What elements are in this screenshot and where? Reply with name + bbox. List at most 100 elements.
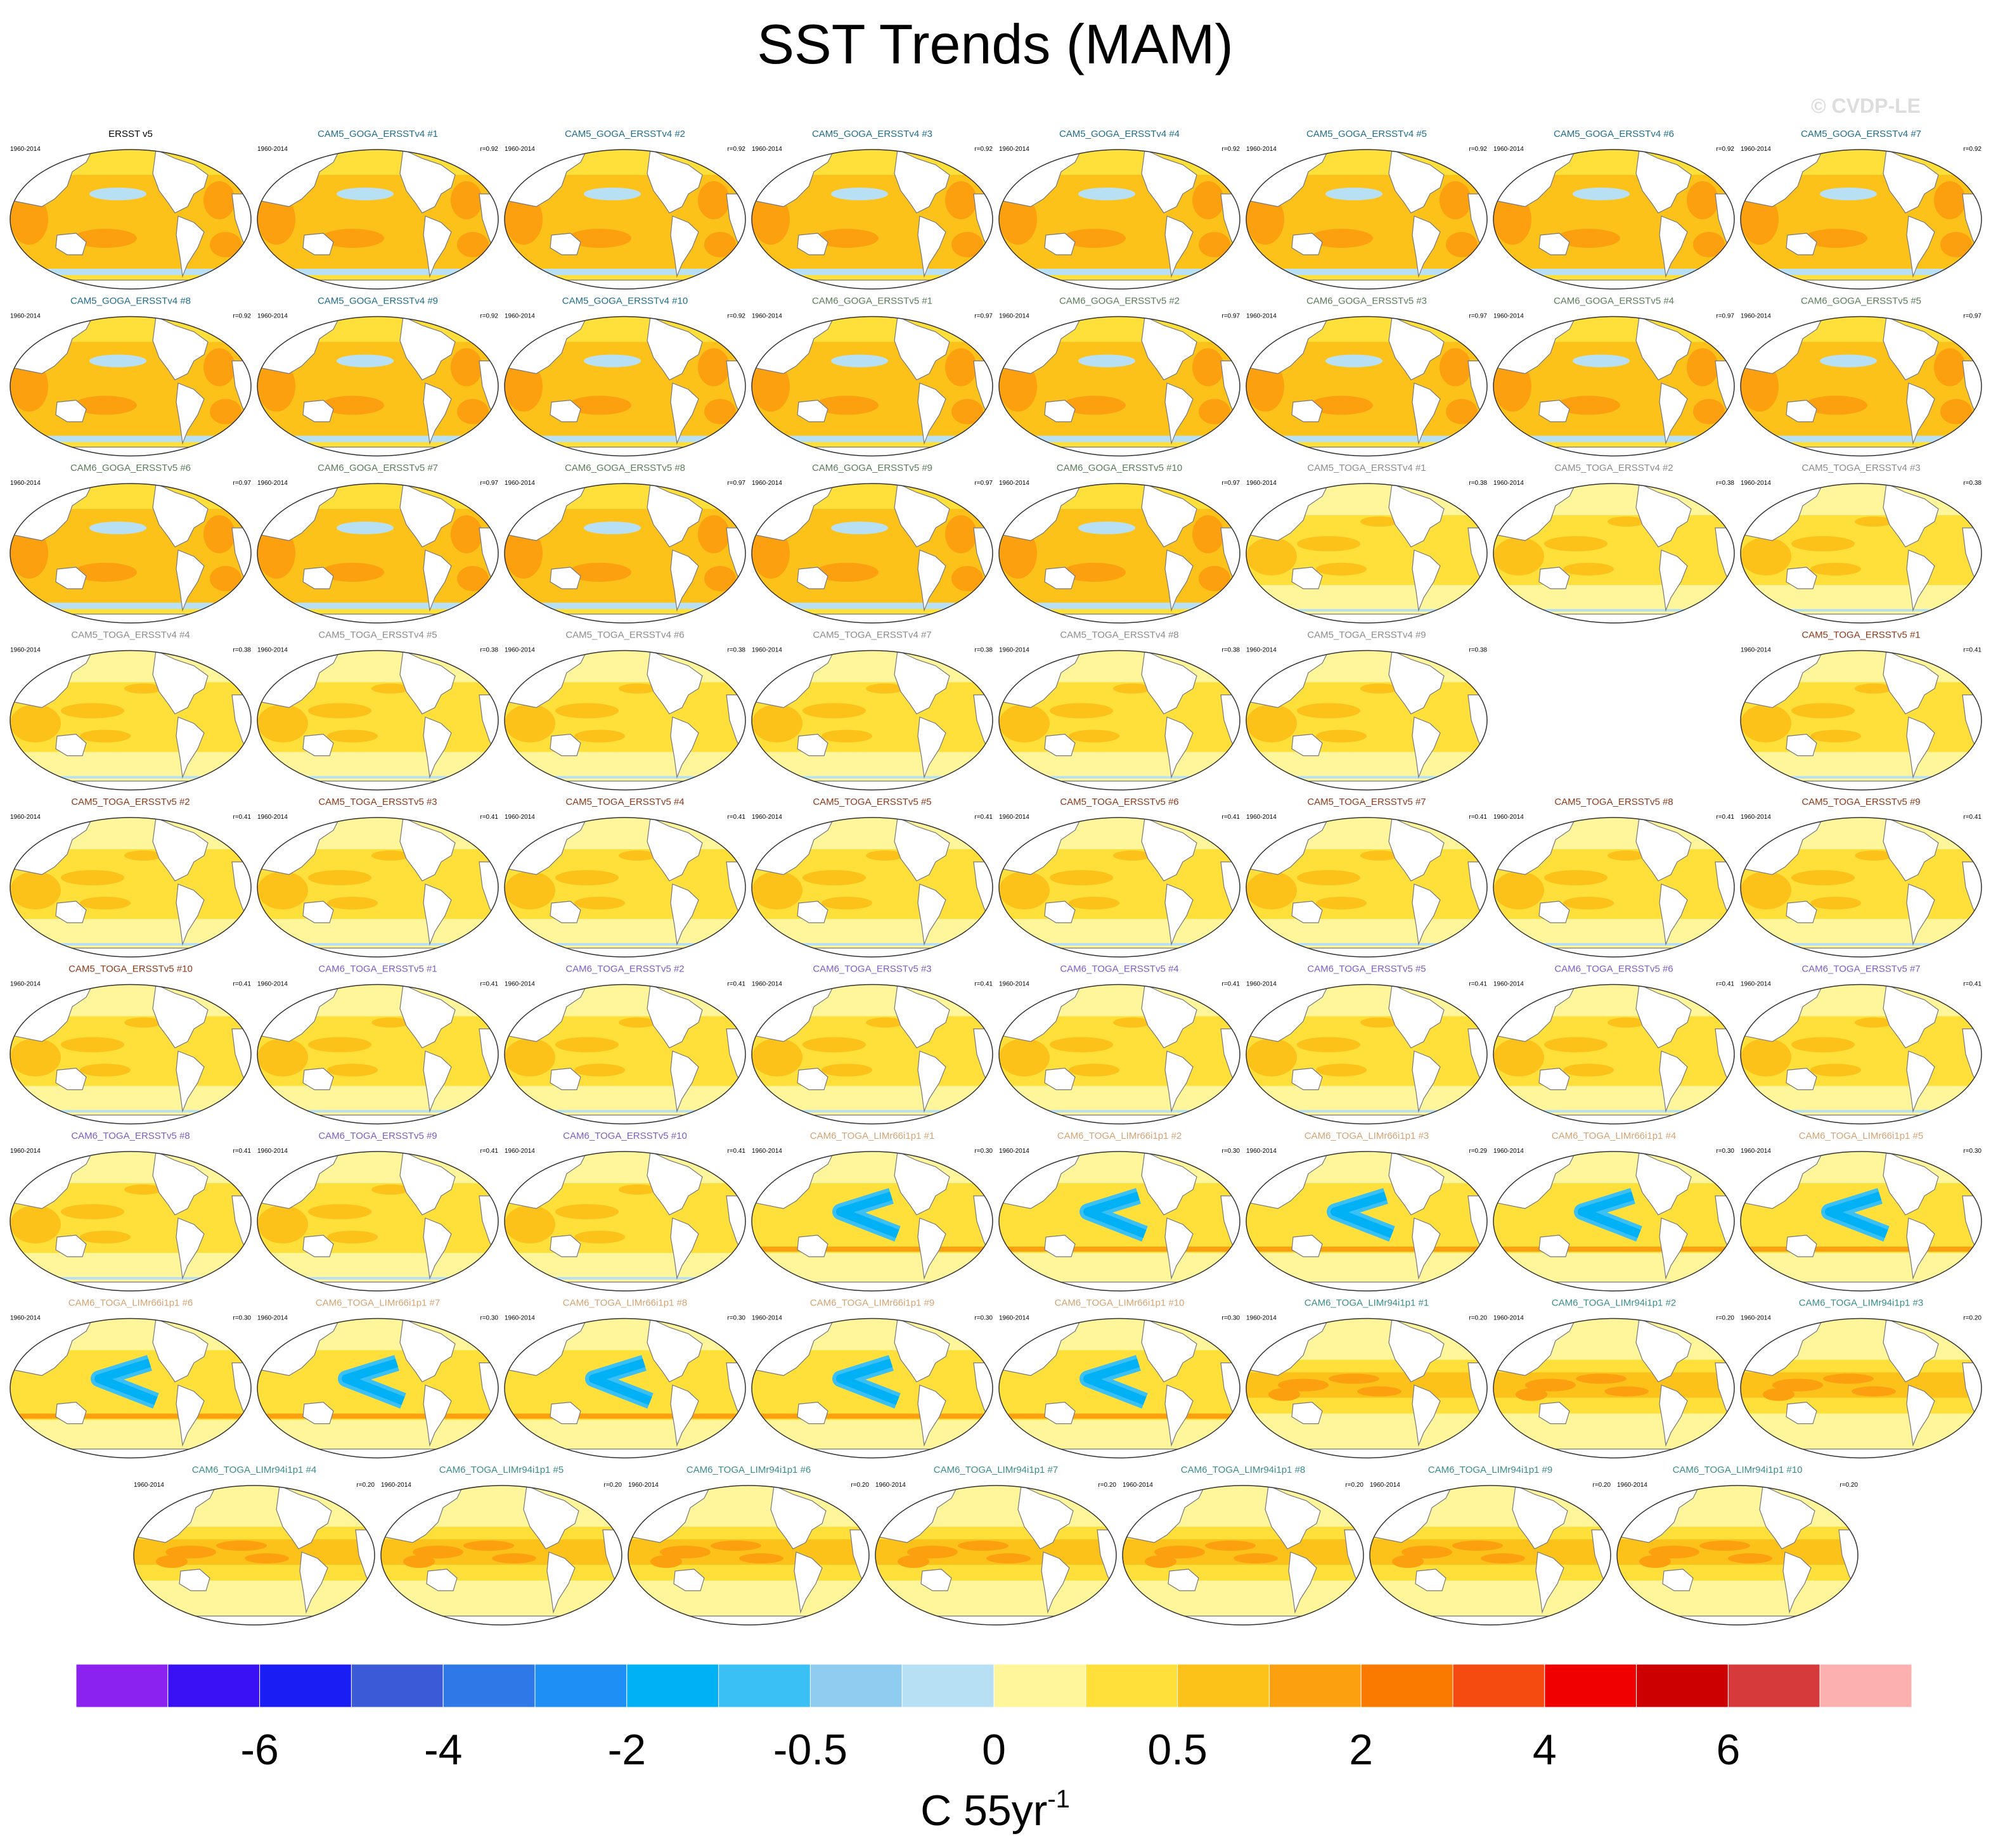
sst-field <box>1310 395 1373 415</box>
sst-field <box>505 704 555 743</box>
sst-field <box>945 181 977 219</box>
land <box>176 716 205 779</box>
panel-title: CAM6_TOGA_LIMr94i1p1 #8 <box>1181 1465 1306 1475</box>
land <box>1883 484 1939 548</box>
panel-period: 1960-2014 <box>1246 146 1277 153</box>
sst-field <box>802 870 866 885</box>
panel-title: CAM6_GOGA_ERSSTv5 #9 <box>812 463 932 473</box>
land <box>1246 947 1487 957</box>
sst-field <box>1401 1546 1452 1558</box>
map-panel: CAM6_TOGA_ERSSTv5 #2 1960-2014 r=0.41 <box>504 964 746 1125</box>
sst-field <box>1493 194 1531 245</box>
sst-field <box>213 318 226 334</box>
land <box>917 1384 946 1447</box>
sst-field <box>1083 1358 1147 1406</box>
map-panel: CAM5_TOGA_ERSSTv4 #3 1960-2014 r=0.38 <box>1740 463 1982 624</box>
map <box>257 984 499 1125</box>
map-field <box>752 1318 993 1458</box>
map-panel: CAM6_GOGA_ERSSTv5 #1 1960-2014 r=0.97 <box>751 296 993 457</box>
map <box>998 1318 1240 1459</box>
sst-field <box>1699 1541 1750 1551</box>
map-panel: CAM5_GOGA_ERSSTv4 #8 1960-2014 r=0.92 <box>10 296 252 457</box>
land <box>752 279 993 289</box>
panel-title: CAM6_GOGA_ERSSTv5 #8 <box>565 463 685 473</box>
sst-field <box>704 232 736 257</box>
map-panel: CAM6_TOGA_LIMr94i1p1 #7 1960-2014 r=0.20 <box>875 1465 1117 1626</box>
map-border <box>504 149 746 290</box>
panel-title: CAM5_TOGA_ERSSTv5 #9 <box>1801 797 1920 807</box>
panel-period: 1960-2014 <box>505 480 535 487</box>
sst-field <box>1576 1373 1627 1384</box>
map-border <box>257 650 499 791</box>
sst-field <box>257 194 295 245</box>
panel-correlation: r=0.92 <box>480 313 498 320</box>
map-panel: CAM5_TOGA_ERSSTv5 #9 1960-2014 r=0.41 <box>1740 797 1982 958</box>
sst-field <box>505 435 745 442</box>
sst-field <box>707 151 720 167</box>
sst-field <box>210 232 242 257</box>
sst-field <box>1696 151 1709 167</box>
land <box>999 613 1240 623</box>
panel-period: 1960-2014 <box>10 814 41 821</box>
map-panel: CAM6_TOGA_LIMr66i1p1 #1 1960-2014 r=0.30 <box>751 1131 993 1292</box>
land <box>794 1551 823 1614</box>
map-border <box>998 1318 1240 1459</box>
sst-field <box>505 1038 555 1077</box>
land <box>423 883 452 946</box>
sst-field <box>1741 1110 1981 1113</box>
map-border <box>1740 984 1982 1125</box>
panel-period: 1960-2014 <box>1741 313 1771 320</box>
sst-field <box>156 1555 188 1568</box>
sst-field <box>1154 1546 1205 1558</box>
panel-title: CAM6_TOGA_LIMr94i1p1 #1 <box>1305 1298 1429 1309</box>
panel-correlation: r=0.38 <box>1469 647 1487 654</box>
land <box>647 150 703 214</box>
sst-field <box>831 522 888 534</box>
map <box>628 1485 870 1626</box>
panel-title: CAM5_TOGA_ERSSTv5 #4 <box>565 797 684 807</box>
sst-field <box>257 871 308 909</box>
land <box>1044 567 1076 589</box>
land <box>647 818 703 882</box>
sst-field <box>999 943 1240 946</box>
map-panel: CAM5_GOGA_ERSSTv4 #2 1960-2014 r=0.92 <box>504 129 746 290</box>
sst-field <box>999 603 1240 609</box>
map-panel: CAM6_TOGA_ERSSTv5 #9 1960-2014 r=0.41 <box>257 1131 499 1292</box>
map-panel: CAM6_TOGA_LIMr66i1p1 #4 1960-2014 r=0.30 <box>1493 1131 1735 1292</box>
panel-title: CAM5_TOGA_ERSSTv4 #3 <box>1801 463 1920 473</box>
sst-field <box>61 703 124 719</box>
panel-period: 1960-2014 <box>257 1315 288 1322</box>
sst-field <box>1278 1378 1329 1392</box>
map-field <box>505 316 745 456</box>
colorbar-tick-label: -4 <box>424 1726 462 1774</box>
map-border <box>257 149 499 290</box>
sst-field <box>1855 850 1893 861</box>
sst-field <box>505 603 745 609</box>
map-border <box>1493 1318 1735 1459</box>
sst-field <box>574 729 625 743</box>
panel-title: CAM6_TOGA_LIMr94i1p1 #4 <box>192 1465 317 1475</box>
sst-field <box>1493 269 1734 275</box>
map-field <box>505 984 745 1124</box>
sst-field <box>1791 536 1855 551</box>
land <box>894 1318 950 1383</box>
panel-correlation: r=0.30 <box>233 1315 251 1322</box>
map-panel: CAM6_TOGA_ERSSTv5 #10 1960-2014 r=0.41 <box>504 1131 746 1292</box>
map-panel: CAM6_GOGA_ERSSTv5 #7 1960-2014 r=0.97 <box>257 463 499 624</box>
sst-field <box>1310 229 1373 248</box>
land <box>1123 1615 1363 1625</box>
sst-field <box>739 1553 783 1563</box>
map <box>875 1485 1117 1626</box>
map-panel: CAM6_TOGA_LIMr94i1p1 #2 1960-2014 r=0.20 <box>1493 1298 1735 1459</box>
panel-correlation: r=0.30 <box>727 1315 745 1322</box>
sst-field <box>1563 897 1614 909</box>
sst-field <box>1392 1555 1424 1568</box>
panel-correlation: r=0.41 <box>1221 981 1240 988</box>
panel-correlation: r=0.92 <box>727 313 745 320</box>
land <box>276 1485 332 1550</box>
sst-field <box>1825 1191 1888 1238</box>
land <box>505 780 745 790</box>
sst-field <box>89 188 146 200</box>
panel-title: CAM6_TOGA_ERSSTv5 #6 <box>1554 964 1673 975</box>
panel-title: CAM5_TOGA_ERSSTv5 #7 <box>1307 797 1426 807</box>
